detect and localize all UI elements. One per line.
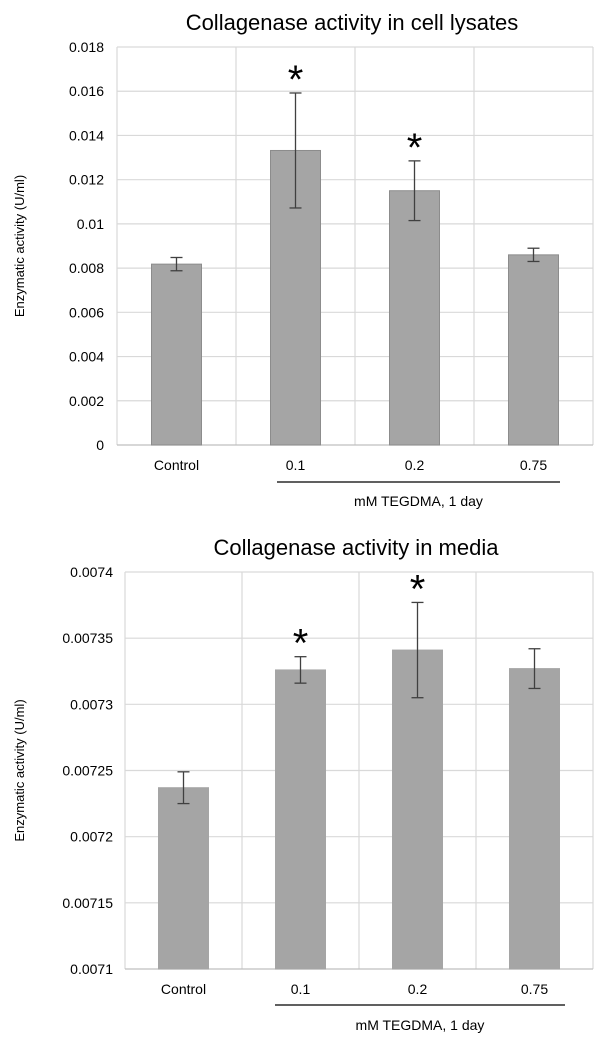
x-category-label: Control bbox=[154, 457, 199, 473]
y-tick-label: 0.008 bbox=[69, 260, 104, 276]
y-tick-label: 0.00715 bbox=[62, 895, 113, 911]
y-tick-label: 0.002 bbox=[69, 393, 104, 409]
significance-asterisk: * bbox=[288, 58, 304, 102]
x-category-label: 0.75 bbox=[520, 457, 547, 473]
y-tick-label: 0.004 bbox=[69, 349, 104, 365]
x-category-label: 0.75 bbox=[521, 981, 548, 997]
significance-asterisk: * bbox=[293, 622, 309, 666]
y-tick-label: 0.00725 bbox=[62, 763, 113, 779]
y-tick-label: 0.018 bbox=[69, 39, 104, 55]
y-tick-label: 0 bbox=[96, 437, 104, 453]
y-tick-label: 0.012 bbox=[69, 172, 104, 188]
x-category-label: Control bbox=[161, 981, 206, 997]
chart-media-svg: Collagenase activity in media 0.0071 0.007… bbox=[0, 520, 594, 1039]
bar-0-1 bbox=[276, 670, 326, 969]
chart-cell-lysates-svg: Collagenase activity in cell lysates 0 0.0… bbox=[0, 0, 594, 520]
bar-control bbox=[159, 788, 209, 969]
group-label: mM TEGDMA, 1 day bbox=[356, 1017, 485, 1033]
significance-asterisk: * bbox=[407, 126, 423, 170]
y-tick-label: 0.0074 bbox=[70, 564, 113, 580]
chart-cell-lysates: Collagenase activity in cell lysates 0 0.0… bbox=[0, 0, 594, 520]
y-tick-label: 0.006 bbox=[69, 304, 104, 320]
x-category-label: 0.2 bbox=[405, 457, 425, 473]
bar-0-75 bbox=[510, 669, 560, 969]
y-tick-label: 0.0072 bbox=[70, 829, 113, 845]
bar-0-2 bbox=[390, 191, 440, 445]
y-tick-label: 0.00735 bbox=[62, 630, 113, 646]
significance-asterisk: * bbox=[410, 567, 426, 611]
chart-title: Collagenase activity in cell lysates bbox=[186, 10, 519, 35]
y-axis-label: Enzymatic activity (U/ml) bbox=[12, 175, 27, 317]
y-tick-label: 0.014 bbox=[69, 127, 104, 143]
y-tick-label: 0.01 bbox=[77, 216, 104, 232]
x-category-label: 0.2 bbox=[408, 981, 428, 997]
y-tick-label: 0.016 bbox=[69, 83, 104, 99]
chart-title: Collagenase activity in media bbox=[214, 535, 500, 560]
y-tick-label: 0.0073 bbox=[70, 696, 113, 712]
x-category-label: 0.1 bbox=[286, 457, 306, 473]
group-label: mM TEGDMA, 1 day bbox=[354, 493, 483, 509]
y-axis-label: Enzymatic activity (U/ml) bbox=[12, 699, 27, 841]
x-category-label: 0.1 bbox=[291, 981, 311, 997]
chart-media: Collagenase activity in media 0.0071 0.007… bbox=[0, 520, 594, 1039]
bar-0-75 bbox=[509, 255, 559, 445]
bar-control bbox=[152, 264, 202, 445]
y-tick-label: 0.0071 bbox=[70, 961, 113, 977]
